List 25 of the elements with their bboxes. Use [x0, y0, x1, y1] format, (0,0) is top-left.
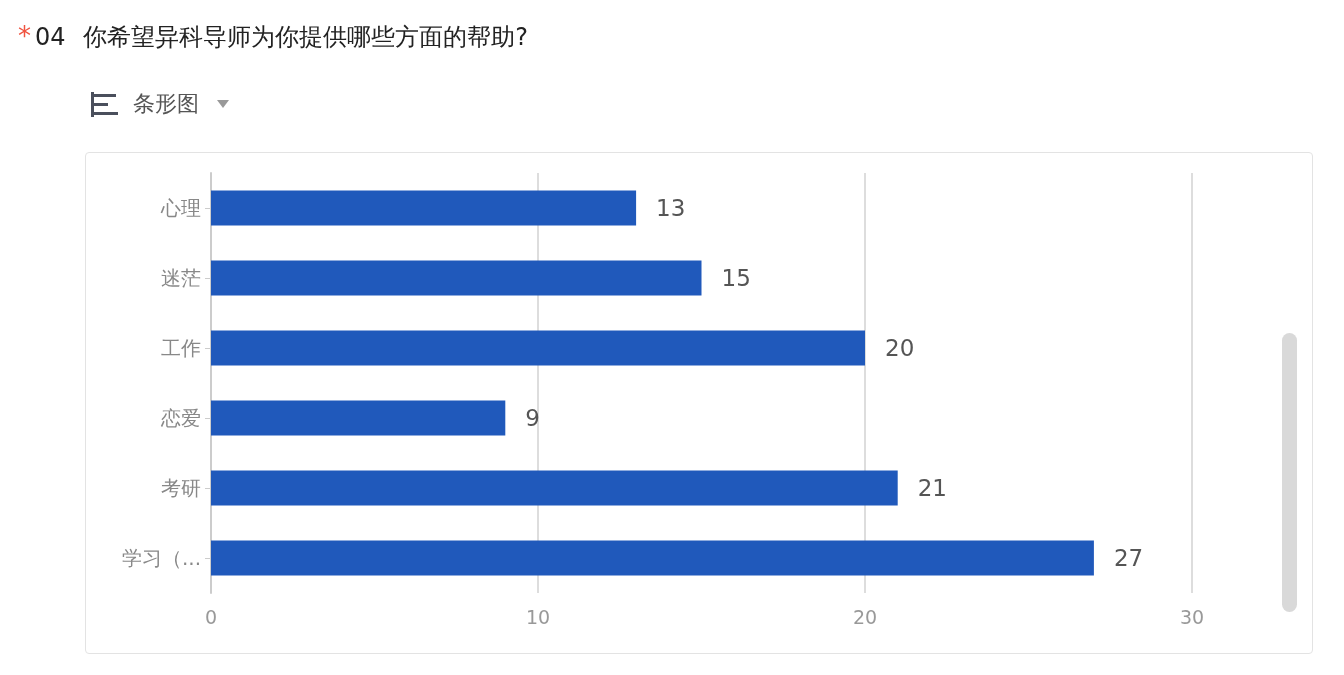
y-tick-label: 恋爱	[160, 406, 201, 430]
bar	[211, 190, 637, 226]
y-tick-label: 心理	[160, 196, 201, 220]
data-label: 27	[1113, 545, 1144, 571]
bar	[211, 330, 865, 366]
chart-subtitle: 条形图	[133, 90, 199, 118]
y-tick-label: 考研	[161, 476, 201, 500]
y-tick-label: 学习（...	[121, 546, 201, 570]
bar	[211, 540, 1094, 576]
bar	[211, 400, 506, 436]
y-tick-label: 迷茫	[161, 266, 201, 290]
data-label: 13	[656, 195, 686, 221]
data-label: 20	[885, 335, 915, 361]
y-tick-label: 工作	[161, 336, 201, 360]
x-tick-label: 0	[204, 605, 218, 628]
data-label: 15	[721, 265, 751, 291]
text: *	[18, 21, 31, 51]
chart-title: 04 你希望异科导师为你提供哪些方面的帮助?	[35, 23, 528, 51]
x-tick-label: 20	[852, 605, 878, 628]
x-tick-label: 10	[525, 605, 551, 628]
bar	[211, 470, 898, 506]
x-tick-label: 30	[1179, 605, 1205, 628]
data-label: 21	[917, 475, 947, 501]
bar	[211, 260, 702, 296]
data-label: 9	[525, 405, 540, 431]
